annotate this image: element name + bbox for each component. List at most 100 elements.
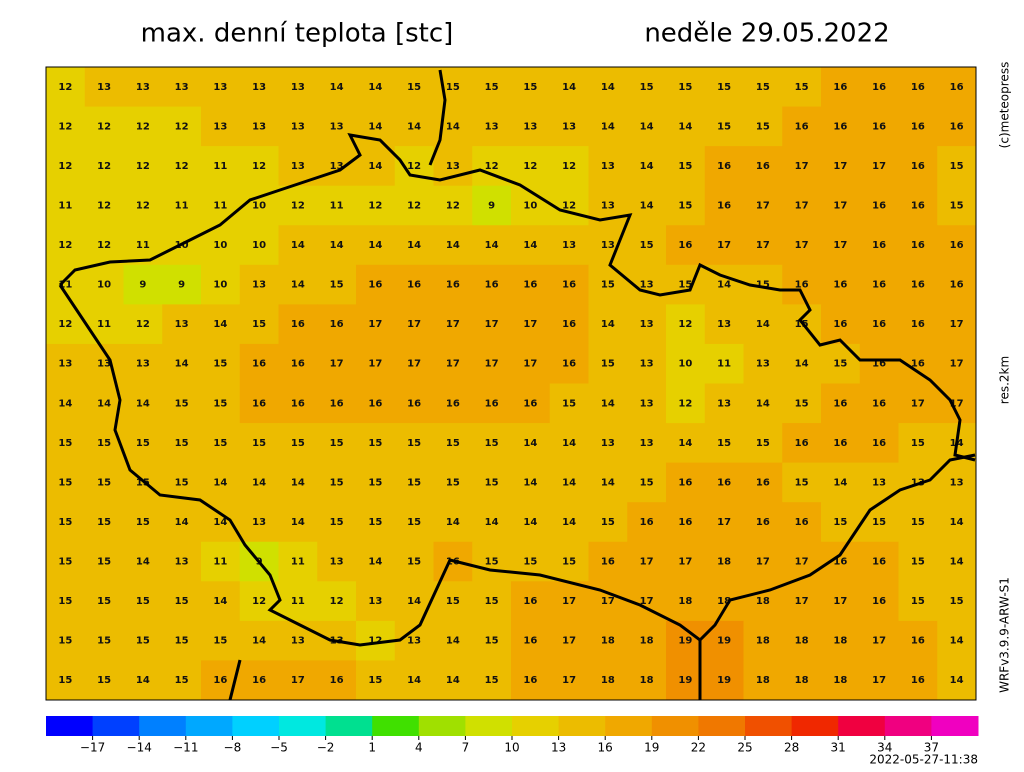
cell-value: 16 bbox=[911, 240, 925, 251]
cell-value: 16 bbox=[368, 280, 382, 291]
grid-cell bbox=[162, 502, 202, 543]
grid-cell bbox=[859, 225, 899, 266]
grid-cell bbox=[123, 343, 163, 384]
grid-cell bbox=[201, 462, 241, 503]
cell-value: 10 bbox=[523, 200, 537, 211]
cell-value: 11 bbox=[213, 557, 227, 568]
grid-cell bbox=[821, 264, 861, 305]
grid-cell bbox=[666, 185, 706, 226]
grid-cell bbox=[588, 620, 628, 661]
cell-value: 13 bbox=[252, 517, 266, 528]
cell-value: 17 bbox=[368, 319, 382, 330]
cell-value: 13 bbox=[58, 359, 72, 370]
grid-cell bbox=[588, 502, 628, 543]
cell-value: 18 bbox=[640, 636, 654, 647]
grid-cell bbox=[821, 304, 861, 345]
cell-value: 16 bbox=[330, 398, 344, 409]
cell-value: 15 bbox=[756, 121, 770, 132]
cell-value: 14 bbox=[175, 359, 189, 370]
cell-value: 18 bbox=[640, 675, 654, 686]
colorbar-label: 16 bbox=[598, 741, 613, 755]
colorbar-label: −2 bbox=[317, 741, 335, 755]
cell-value: 16 bbox=[523, 398, 537, 409]
cell-value: 14 bbox=[485, 240, 499, 251]
grid-cell bbox=[898, 660, 938, 701]
cell-value: 16 bbox=[911, 121, 925, 132]
colorbar-segment bbox=[185, 716, 233, 736]
grid-cell bbox=[549, 304, 589, 345]
grid-cell bbox=[278, 502, 318, 543]
grid-cell bbox=[588, 660, 628, 701]
grid-cell bbox=[782, 264, 822, 305]
grid-cell bbox=[394, 343, 434, 384]
grid-cell bbox=[859, 185, 899, 226]
cell-value: 12 bbox=[368, 200, 382, 211]
grid-cell bbox=[821, 660, 861, 701]
cell-value: 16 bbox=[911, 82, 925, 93]
grid-cell bbox=[666, 106, 706, 147]
grid-cell bbox=[743, 660, 783, 701]
cell-value: 16 bbox=[756, 477, 770, 488]
grid-cell bbox=[84, 462, 124, 503]
cell-value: 16 bbox=[213, 675, 227, 686]
cell-value: 16 bbox=[950, 280, 964, 291]
cell-value: 15 bbox=[795, 82, 809, 93]
grid-cell bbox=[782, 502, 822, 543]
grid-cell bbox=[317, 423, 357, 464]
cell-value: 18 bbox=[756, 596, 770, 607]
grid-cell bbox=[511, 462, 551, 503]
cell-value: 15 bbox=[97, 636, 111, 647]
grid-cell bbox=[201, 541, 241, 582]
cell-value: 14 bbox=[136, 398, 150, 409]
cell-value: 15 bbox=[601, 359, 615, 370]
colorbar-segment bbox=[46, 716, 94, 736]
grid-cell bbox=[278, 264, 318, 305]
grid-cell bbox=[123, 502, 163, 543]
grid-cell bbox=[239, 146, 279, 187]
grid-cell bbox=[278, 383, 318, 424]
cell-value: 15 bbox=[911, 517, 925, 528]
cell-value: 15 bbox=[407, 517, 421, 528]
grid-cell bbox=[123, 660, 163, 701]
colorbar-segment bbox=[838, 716, 886, 736]
cell-value: 14 bbox=[407, 675, 421, 686]
cell-value: 11 bbox=[291, 557, 305, 568]
cell-value: 17 bbox=[950, 359, 964, 370]
grid-cell bbox=[666, 502, 706, 543]
cell-value: 14 bbox=[136, 557, 150, 568]
grid-cell bbox=[46, 185, 86, 226]
cell-value: 13 bbox=[640, 398, 654, 409]
grid-cell bbox=[743, 383, 783, 424]
grid-cell bbox=[743, 462, 783, 503]
grid-cell bbox=[859, 106, 899, 147]
cell-value: 12 bbox=[291, 200, 305, 211]
cell-value: 15 bbox=[601, 280, 615, 291]
grid-cell bbox=[859, 383, 899, 424]
cell-value: 17 bbox=[795, 596, 809, 607]
grid-cell bbox=[859, 304, 899, 345]
cell-value: 18 bbox=[717, 596, 731, 607]
date: neděle 29.05.2022 bbox=[644, 19, 889, 49]
cell-value: 15 bbox=[175, 596, 189, 607]
grid-cell bbox=[898, 383, 938, 424]
cell-value: 14 bbox=[213, 517, 227, 528]
grid-cell bbox=[84, 67, 124, 108]
cell-value: 17 bbox=[795, 240, 809, 251]
cell-value: 17 bbox=[795, 161, 809, 172]
cell-value: 12 bbox=[58, 319, 72, 330]
grid-cell bbox=[549, 106, 589, 147]
grid-cell bbox=[472, 106, 512, 147]
cell-value: 17 bbox=[756, 200, 770, 211]
grid-cell bbox=[356, 581, 396, 622]
grid-cell bbox=[162, 67, 202, 108]
grid-cell bbox=[627, 304, 667, 345]
cell-value: 16 bbox=[291, 398, 305, 409]
grid-cell bbox=[859, 660, 899, 701]
cell-value: 12 bbox=[97, 240, 111, 251]
cell-value: 16 bbox=[872, 438, 886, 449]
cell-value: 16 bbox=[950, 121, 964, 132]
grid-cell bbox=[472, 67, 512, 108]
cell-value: 17 bbox=[833, 161, 847, 172]
cell-value: 14 bbox=[213, 319, 227, 330]
cell-value: 13 bbox=[291, 161, 305, 172]
